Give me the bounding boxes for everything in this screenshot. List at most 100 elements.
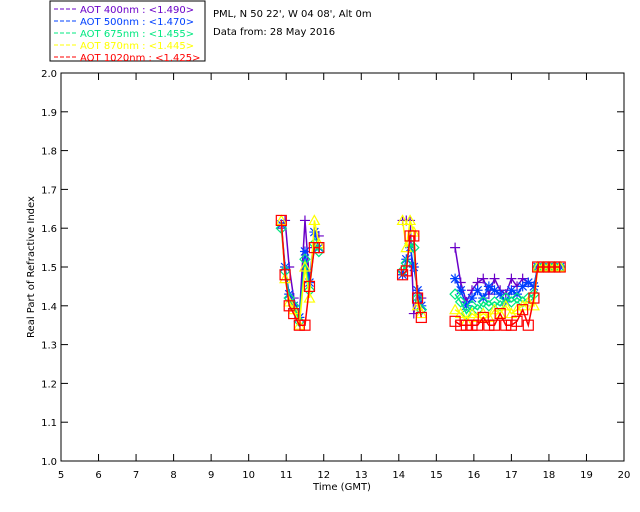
data-point-diamond bbox=[313, 245, 325, 258]
y-tick-label: 1.4 bbox=[41, 302, 57, 313]
data-point-asterisk bbox=[512, 289, 523, 300]
data-point-square bbox=[411, 292, 424, 304]
data-point-square bbox=[483, 319, 495, 331]
data-point-triangle bbox=[505, 307, 518, 319]
data-point-triangle bbox=[454, 307, 467, 319]
data-point-square bbox=[288, 307, 300, 320]
data-point-square bbox=[532, 261, 544, 273]
data-point-plus bbox=[450, 242, 461, 253]
data-point-asterisk bbox=[397, 269, 408, 280]
data-point-square bbox=[543, 261, 555, 273]
data-point-triangle bbox=[522, 295, 535, 307]
x-tick-label: 12 bbox=[317, 470, 330, 481]
data-point-diamond bbox=[471, 303, 484, 316]
data-point-asterisk bbox=[506, 285, 517, 296]
data-point-diamond bbox=[477, 296, 490, 308]
data-point-plus bbox=[478, 273, 489, 284]
data-point-diamond bbox=[466, 299, 478, 312]
data-point-square bbox=[500, 319, 512, 331]
data-point-square bbox=[460, 319, 472, 331]
data-point-diamond bbox=[499, 292, 512, 304]
x-axis-label: Time (GMT) bbox=[312, 482, 371, 493]
data-point-diamond bbox=[488, 296, 501, 308]
y-tick-label: 1.9 bbox=[41, 108, 57, 119]
y-tick-label: 1.8 bbox=[41, 147, 57, 158]
data-point-square bbox=[408, 230, 420, 242]
data-point-square bbox=[279, 269, 291, 281]
data-point-triangle bbox=[404, 214, 417, 226]
data-point-square bbox=[517, 304, 529, 316]
x-tick-label: 15 bbox=[430, 470, 443, 481]
data-point-triangle bbox=[511, 303, 524, 315]
data-point-square bbox=[455, 319, 467, 331]
data-point-triangle bbox=[499, 299, 512, 311]
x-tick-label: 5 bbox=[58, 470, 64, 481]
data-point-square bbox=[400, 265, 412, 277]
data-point-square bbox=[396, 269, 409, 281]
y-tick-label: 1.3 bbox=[41, 341, 57, 352]
y-tick-label: 1.0 bbox=[41, 457, 57, 468]
legend-box bbox=[49, 0, 206, 62]
data-point-square bbox=[528, 292, 540, 304]
data-point-square bbox=[511, 315, 523, 327]
data-point-diamond bbox=[511, 292, 523, 304]
data-point-square bbox=[275, 214, 287, 227]
data-point-triangle bbox=[279, 272, 292, 284]
data-point-diamond bbox=[275, 222, 288, 235]
data-point-triangle bbox=[449, 303, 462, 315]
data-point-square bbox=[488, 319, 501, 331]
data-point-triangle bbox=[411, 299, 424, 311]
legend-entry: AOT 675nm : <1.455> bbox=[80, 29, 194, 40]
data-point-asterisk bbox=[478, 293, 489, 304]
data-point-triangle bbox=[482, 311, 495, 323]
x-tick-label: 17 bbox=[505, 470, 518, 481]
data-point-asterisk bbox=[495, 289, 506, 300]
data-point-triangle bbox=[494, 307, 507, 319]
data-point-square bbox=[293, 319, 305, 331]
x-tick-label: 20 bbox=[618, 470, 631, 481]
data-point-diamond bbox=[407, 241, 420, 254]
x-tick-label: 18 bbox=[543, 470, 556, 481]
data-point-square bbox=[494, 307, 506, 320]
series-group bbox=[275, 214, 566, 331]
data-point-diamond bbox=[449, 288, 461, 301]
data-point-asterisk bbox=[455, 285, 466, 296]
data-point-asterisk bbox=[523, 277, 534, 288]
location-label: PML, N 50 22', W 04 08', Alt 0m bbox=[213, 9, 372, 20]
data-point-square bbox=[554, 261, 566, 273]
data-point-triangle bbox=[298, 260, 311, 272]
data-point-square bbox=[548, 261, 561, 273]
legend-entry: AOT 870nm : <1.445> bbox=[80, 41, 194, 52]
x-tick-label: 11 bbox=[280, 470, 293, 481]
data-point-asterisk bbox=[299, 246, 310, 257]
data-point-square bbox=[303, 280, 316, 292]
data-point-square bbox=[477, 311, 489, 324]
data-point-square bbox=[449, 315, 461, 327]
data-point-plus bbox=[299, 215, 310, 226]
data-point-triangle bbox=[527, 299, 540, 311]
data-point-triangle bbox=[415, 307, 428, 319]
data-point-square bbox=[313, 242, 325, 254]
legend-entry: AOT 500nm : <1.470> bbox=[80, 17, 194, 28]
x-tick-label: 10 bbox=[242, 470, 255, 481]
data-point-triangle bbox=[471, 311, 484, 323]
data-point-diamond bbox=[299, 253, 311, 266]
data-point-square bbox=[522, 319, 534, 331]
y-tick-label: 1.5 bbox=[41, 263, 57, 274]
data-point-asterisk bbox=[483, 281, 494, 292]
data-point-square bbox=[299, 319, 311, 331]
data-point-plus bbox=[506, 273, 517, 284]
data-point-asterisk bbox=[472, 285, 483, 296]
data-point-asterisk bbox=[517, 281, 528, 292]
data-point-square bbox=[415, 311, 427, 324]
data-point-asterisk bbox=[408, 262, 419, 272]
x-tick-label: 19 bbox=[580, 470, 593, 481]
date-label: Data from: 28 May 2016 bbox=[213, 27, 335, 38]
y-tick-label: 2.0 bbox=[41, 69, 57, 80]
y-axis-label: Real Part of Refractive Index bbox=[26, 196, 37, 338]
y-tick-label: 1.6 bbox=[41, 224, 57, 235]
data-point-asterisk bbox=[466, 293, 477, 304]
data-point-square bbox=[505, 319, 517, 331]
